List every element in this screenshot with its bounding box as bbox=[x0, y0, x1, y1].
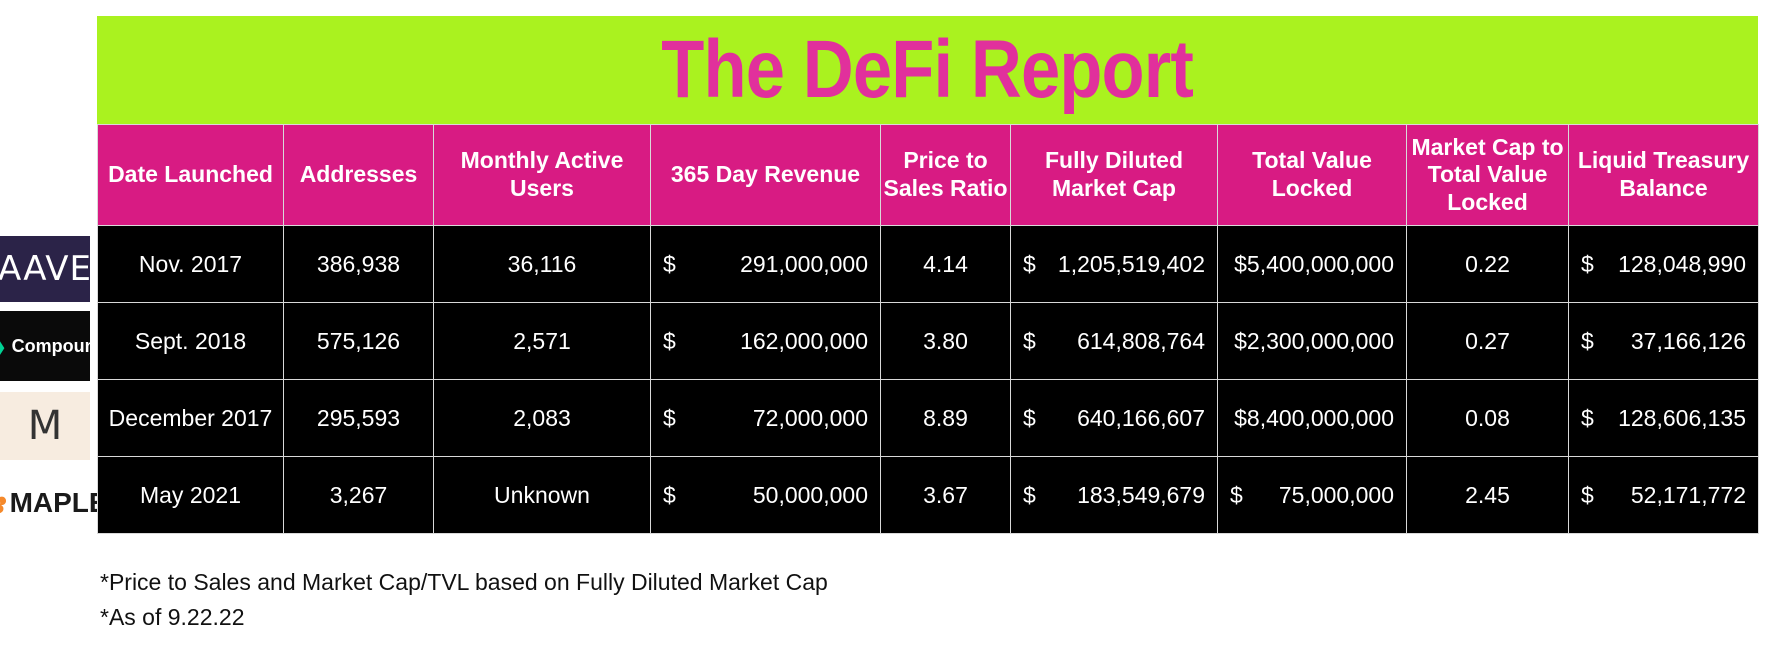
revenue-value: 291,000,000 bbox=[740, 250, 868, 277]
currency-symbol: $ bbox=[1581, 250, 1594, 277]
cell-price-to-sales: 3.80 bbox=[880, 302, 1011, 380]
header-monthly-active-users: Monthly Active Users bbox=[433, 124, 651, 226]
header-price-to-sales: Price to Sales Ratio bbox=[880, 124, 1011, 226]
table-row: Nov. 2017 386,938 36,116 $291,000,000 4.… bbox=[97, 225, 1759, 303]
cell-tvl: $75,000,000 bbox=[1217, 456, 1407, 534]
currency-symbol: $ bbox=[1023, 250, 1036, 277]
cell-mau: 2,083 bbox=[433, 379, 651, 457]
cell-tvl: $5,400,000,000 bbox=[1217, 225, 1407, 303]
revenue-value: 50,000,000 bbox=[752, 481, 868, 508]
cell-date: Sept. 2018 bbox=[97, 302, 284, 380]
currency-symbol: $ bbox=[1230, 481, 1243, 508]
maple-logo: ✿ MAPLE bbox=[0, 469, 108, 537]
cell-fdmc: $183,549,679 bbox=[1010, 456, 1218, 534]
fdmc-value: 614,808,764 bbox=[1077, 327, 1205, 354]
cell-tvl: $2,300,000,000 bbox=[1217, 302, 1407, 380]
cell-revenue: $291,000,000 bbox=[650, 225, 881, 303]
compound-logo: ❯ Compound bbox=[0, 311, 107, 381]
cell-addresses: 575,126 bbox=[283, 302, 434, 380]
cell-revenue: $162,000,000 bbox=[650, 302, 881, 380]
cell-addresses: 386,938 bbox=[283, 225, 434, 303]
header-row: Date Launched Addresses Monthly Active U… bbox=[97, 124, 1759, 226]
tvl-value: $2,300,000,000 bbox=[1234, 327, 1394, 354]
currency-symbol: $ bbox=[1023, 481, 1036, 508]
cell-mau: 2,571 bbox=[433, 302, 651, 380]
cell-date: Nov. 2017 bbox=[97, 225, 284, 303]
currency-symbol: $ bbox=[1581, 327, 1594, 354]
fdmc-value: 1,205,519,402 bbox=[1057, 250, 1205, 277]
cell-mau: Unknown bbox=[433, 456, 651, 534]
cell-price-to-sales: 4.14 bbox=[880, 225, 1011, 303]
cell-revenue: $50,000,000 bbox=[650, 456, 881, 534]
currency-symbol: $ bbox=[663, 404, 676, 431]
cell-date: May 2021 bbox=[97, 456, 284, 534]
tvl-value: 75,000,000 bbox=[1278, 481, 1394, 508]
cell-treasury: $128,048,990 bbox=[1568, 225, 1759, 303]
tvl-value: $5,400,000,000 bbox=[1234, 250, 1394, 277]
aave-logo: AAVE bbox=[0, 236, 93, 302]
table-row: May 2021 3,267 Unknown $50,000,000 3.67 … bbox=[97, 456, 1759, 534]
maple-mark-icon: ✿ bbox=[0, 486, 8, 521]
fdmc-value: 183,549,679 bbox=[1077, 481, 1205, 508]
treasury-value: 37,166,126 bbox=[1630, 327, 1746, 354]
report-title: The DeFi Report bbox=[661, 24, 1195, 115]
currency-symbol: $ bbox=[663, 327, 676, 354]
footnote-date: *As of 9.22.22 bbox=[100, 604, 245, 630]
header-365-day-revenue: 365 Day Revenue bbox=[650, 124, 881, 226]
treasury-value: 128,048,990 bbox=[1618, 250, 1746, 277]
cell-mau: 36,116 bbox=[433, 225, 651, 303]
cell-mc-tvl: 0.22 bbox=[1406, 225, 1569, 303]
header-market-cap-to-tvl: Market Cap to Total Value Locked bbox=[1406, 124, 1569, 226]
currency-symbol: $ bbox=[1023, 404, 1036, 431]
header-fully-diluted-market-cap: Fully Diluted Market Cap bbox=[1010, 124, 1218, 226]
cell-addresses: 3,267 bbox=[283, 456, 434, 534]
cell-addresses: 295,593 bbox=[283, 379, 434, 457]
maker-logo-text: M bbox=[27, 403, 63, 449]
currency-symbol: $ bbox=[1581, 404, 1594, 431]
cell-mc-tvl: 2.45 bbox=[1406, 456, 1569, 534]
cell-fdmc: $640,166,607 bbox=[1010, 379, 1218, 457]
cell-treasury: $37,166,126 bbox=[1568, 302, 1759, 380]
footnote-methodology: *Price to Sales and Market Cap/TVL based… bbox=[100, 569, 828, 595]
maple-logo-text: MAPLE bbox=[9, 487, 108, 518]
compound-logo-text: Compound bbox=[11, 335, 107, 356]
treasury-value: 52,171,772 bbox=[1630, 481, 1746, 508]
treasury-value: 128,606,135 bbox=[1618, 404, 1746, 431]
header-date-launched: Date Launched bbox=[97, 124, 284, 226]
currency-symbol: $ bbox=[663, 250, 676, 277]
maker-logo: M bbox=[0, 392, 90, 460]
cell-fdmc: $1,205,519,402 bbox=[1010, 225, 1218, 303]
compound-mark-icon: ❯ bbox=[0, 329, 9, 364]
cell-price-to-sales: 3.67 bbox=[880, 456, 1011, 534]
defi-report: The DeFi Report Date Launched Addresses … bbox=[97, 16, 1759, 534]
cell-date: December 2017 bbox=[97, 379, 284, 457]
header-total-value-locked: Total Value Locked bbox=[1217, 124, 1407, 226]
currency-symbol: $ bbox=[1581, 481, 1594, 508]
cell-revenue: $72,000,000 bbox=[650, 379, 881, 457]
table-row: Sept. 2018 575,126 2,571 $162,000,000 3.… bbox=[97, 302, 1759, 380]
currency-symbol: $ bbox=[663, 481, 676, 508]
metrics-table: Date Launched Addresses Monthly Active U… bbox=[97, 124, 1759, 534]
revenue-value: 162,000,000 bbox=[740, 327, 868, 354]
table-row: December 2017 295,593 2,083 $72,000,000 … bbox=[97, 379, 1759, 457]
header-addresses: Addresses bbox=[283, 124, 434, 226]
cell-treasury: $52,171,772 bbox=[1568, 456, 1759, 534]
cell-mc-tvl: 0.27 bbox=[1406, 302, 1569, 380]
cell-price-to-sales: 8.89 bbox=[880, 379, 1011, 457]
header-liquid-treasury-balance: Liquid Treasury Balance bbox=[1568, 124, 1759, 226]
title-bar: The DeFi Report bbox=[97, 16, 1758, 124]
cell-fdmc: $614,808,764 bbox=[1010, 302, 1218, 380]
tvl-value: $8,400,000,000 bbox=[1234, 404, 1394, 431]
cell-treasury: $128,606,135 bbox=[1568, 379, 1759, 457]
footnotes: *Price to Sales and Market Cap/TVL based… bbox=[100, 565, 828, 635]
aave-logo-text: AAVE bbox=[0, 249, 93, 289]
cell-tvl: $8,400,000,000 bbox=[1217, 379, 1407, 457]
fdmc-value: 640,166,607 bbox=[1077, 404, 1205, 431]
currency-symbol: $ bbox=[1023, 327, 1036, 354]
revenue-value: 72,000,000 bbox=[752, 404, 868, 431]
cell-mc-tvl: 0.08 bbox=[1406, 379, 1569, 457]
